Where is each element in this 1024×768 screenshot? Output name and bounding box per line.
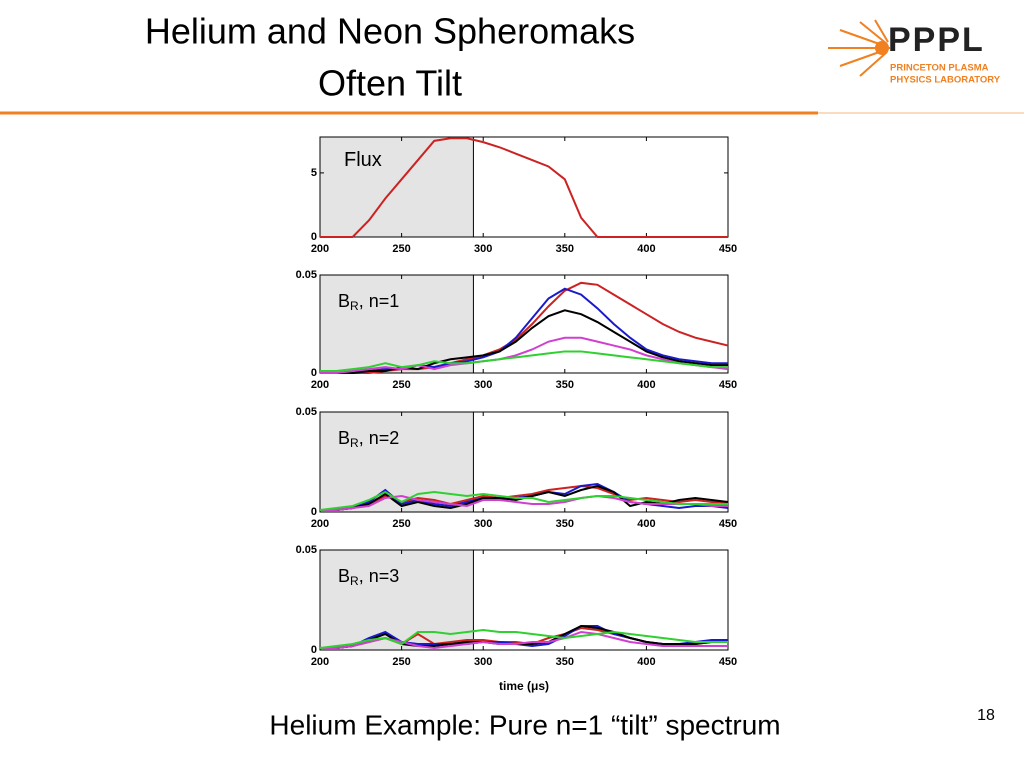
x-tick-label: 300 — [474, 656, 492, 668]
shaded-region — [320, 412, 474, 512]
logo: PPPL PRINCETON PLASMA PHYSICS LABORATORY — [828, 19, 1001, 86]
page-number: 18 — [977, 707, 995, 724]
data-line — [320, 309, 728, 374]
x-tick-label: 200 — [311, 656, 329, 668]
x-tick-label: 450 — [719, 243, 737, 255]
x-tick-label: 200 — [311, 379, 329, 391]
x-axis-label: time (μs) — [499, 679, 549, 693]
x-tick-label: 250 — [392, 518, 410, 530]
logo-text: PHYSICS LABORATORY — [890, 75, 1001, 86]
x-tick-label: 300 — [474, 518, 492, 530]
panel-label-part: , n=2 — [359, 428, 400, 448]
x-tick-label: 250 — [392, 243, 410, 255]
title-line: Helium and Neon Spheromaks — [145, 11, 635, 52]
x-tick-label: 400 — [637, 656, 655, 668]
x-tick-label: 350 — [556, 518, 574, 530]
panel-label-part: R — [350, 299, 359, 313]
plot-frame — [319, 274, 729, 374]
panel-label-part: , n=1 — [359, 291, 400, 311]
y-tick-label: 0 — [311, 644, 317, 656]
data-line — [320, 287, 728, 374]
logo-burst — [828, 19, 890, 77]
title-line: Often Tilt — [318, 63, 462, 104]
data-line — [320, 350, 728, 373]
x-tick-label: 450 — [719, 379, 737, 391]
y-tick-label: 0.05 — [296, 406, 317, 418]
plot-frame — [319, 136, 729, 238]
data-line — [320, 494, 728, 511]
x-tick-label: 400 — [637, 243, 655, 255]
panel-label-part: Flux — [344, 149, 382, 171]
panel-label-part: B — [338, 428, 350, 448]
x-tick-label: 250 — [392, 379, 410, 391]
y-tick-label: 0.05 — [296, 269, 317, 281]
x-tick-label: 350 — [556, 243, 574, 255]
caption: Helium Example: Pure n=1 “tilt” spectrum — [269, 709, 780, 740]
y-tick-label: 0 — [311, 231, 317, 243]
y-tick-label: 5 — [311, 167, 317, 179]
panel-label-part: , n=3 — [359, 566, 400, 586]
panel-label: BR, n=2 — [338, 428, 399, 450]
panel-label-part: R — [350, 574, 359, 588]
panel-label: BR, n=3 — [338, 566, 399, 588]
panel-label-part: B — [338, 291, 350, 311]
y-tick-label: 0 — [311, 367, 317, 379]
logo-text: PRINCETON PLASMA — [890, 63, 989, 74]
shaded-region — [320, 275, 474, 373]
data-line — [320, 336, 729, 374]
x-tick-label: 400 — [637, 379, 655, 391]
x-tick-label: 400 — [637, 518, 655, 530]
x-tick-label: 450 — [719, 656, 737, 668]
plot-frame — [319, 549, 729, 651]
data-line — [320, 137, 728, 238]
panel-label: BR, n=1 — [338, 291, 399, 313]
plot-frame — [319, 411, 729, 513]
panel-label-part: R — [350, 436, 359, 450]
data-line — [319, 628, 728, 649]
logo-core — [875, 41, 889, 55]
panel-label: Flux — [344, 149, 382, 171]
y-tick-label: 0 — [311, 506, 317, 518]
x-tick-label: 250 — [392, 656, 410, 668]
x-tick-label: 450 — [719, 518, 737, 530]
x-tick-label: 350 — [556, 656, 574, 668]
x-tick-label: 200 — [311, 243, 329, 255]
x-tick-label: 200 — [311, 518, 329, 530]
y-tick-label: 0.05 — [296, 544, 317, 556]
x-tick-label: 300 — [474, 243, 492, 255]
panel-label-part: B — [338, 566, 350, 586]
logo-name: PPPL — [888, 21, 985, 59]
x-tick-label: 350 — [556, 379, 574, 391]
data-line — [319, 490, 728, 511]
shaded-region — [320, 137, 474, 237]
x-tick-label: 300 — [474, 379, 492, 391]
